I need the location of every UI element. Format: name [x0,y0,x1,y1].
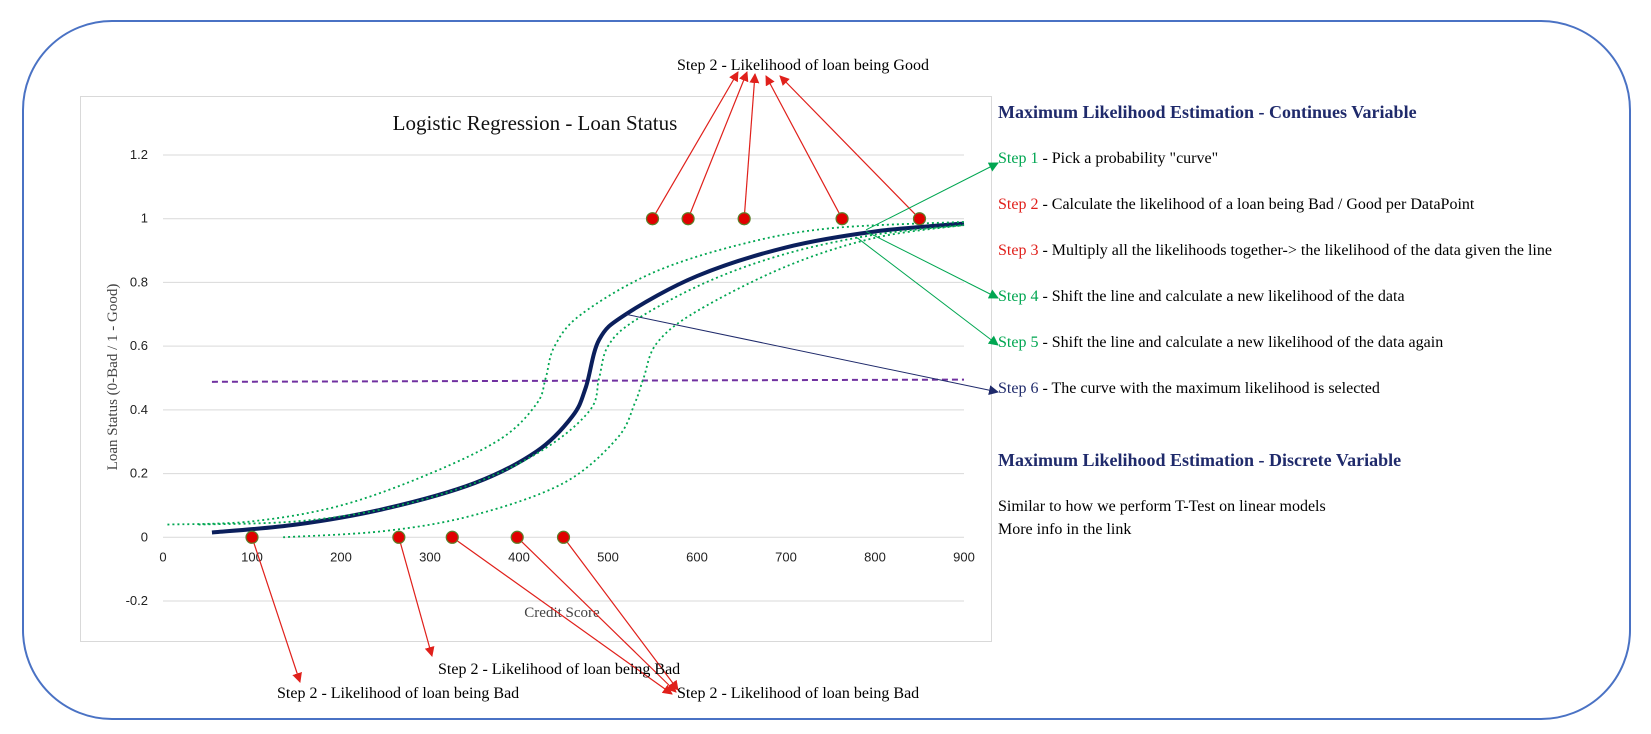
arrow-good-2 [743,73,760,219]
step-5-num: Step 5 [998,334,1039,351]
x-tick-2: 200 [330,549,352,564]
arrow-bad-0 [251,537,302,683]
y-axis-label: Loan Status (0-Bad / 1 - Good) [105,284,121,471]
threshold-line [211,378,965,383]
shifted-curve-3 [283,224,965,539]
point-good-2 [737,212,751,226]
step-3-text: - Multiply all the likelihoods together-… [1038,242,1552,259]
arrow-bad-4 [563,536,679,691]
step-3-num: Step 3 [998,242,1039,259]
step-5-text: - Shift the line and calculate a new lik… [1038,334,1444,351]
arrow-bad-1 [398,537,435,657]
arrow-step-4 [865,231,999,299]
chart-title: Logistic Regression - Loan Status [393,111,678,135]
callout-bad-2: Step 2 - Likelihood of loan being Bad [277,685,519,702]
x-tick-8: 800 [864,549,886,564]
y-tick-2: 0.2 [130,466,148,481]
step-6-text: - The curve with the maximum likelihood … [1038,380,1380,397]
x-tick-9: 900 [953,549,975,564]
step-5: Step 5 - Shift the line and calculate a … [998,334,1443,352]
y-tick-0: -0.2 [126,593,148,608]
curves [167,221,965,539]
heading-continuous: Maximum Likelihood Estimation - Continue… [998,102,1417,122]
point-good-3 [835,212,849,226]
y-tick-4: 0.6 [130,338,148,353]
arrow-good-3 [765,75,843,219]
y-tick-1: 0 [141,529,148,544]
threshold-line-group [211,378,965,383]
point-bad-1 [392,530,406,544]
y-tick-7: 1.2 [130,147,148,162]
x-tick-7: 700 [775,549,797,564]
arrow-step-1 [865,162,999,231]
heading-discrete: Maximum Likelihood Estimation - Discrete… [998,450,1402,470]
rounded-frame [22,20,1631,720]
point-good-4 [912,212,927,226]
shifted-curve-2 [198,224,965,526]
callout-good: Step 2 - Likelihood of loan being Good [677,57,929,74]
y-tick-5: 0.8 [130,274,148,289]
step-4: Step 4 - Shift the line and calculate a … [998,288,1405,306]
step-6-num: Step 6 [998,380,1039,397]
point-bad-4 [556,530,571,544]
x-tick-labels: 0 100 200 300 400 500 600 700 800 900 [159,549,974,564]
step-1-text: - Pick a probability "curve" [1038,150,1219,167]
arrow-good-1 [687,71,749,219]
point-bad-0 [245,530,259,544]
callout-bad-1: Step 2 - Likelihood of loan being Bad [438,661,680,678]
point-bad-2 [445,530,459,544]
step-6: Step 6 - The curve with the maximum like… [998,380,1380,398]
x-tick-0: 0 [159,549,166,564]
arrow-step-5 [856,237,999,346]
step-4-num: Step 4 [998,288,1039,305]
step-1: Step 1 - Pick a probability "curve" [998,150,1218,168]
x-tick-5: 500 [597,549,619,564]
step-2: Step 2 - Calculate the likelihood of a l… [998,196,1474,214]
step-1-num: Step 1 [998,150,1039,167]
data-points [245,212,927,544]
step-2-text: - Calculate the likelihood of a loan bei… [1038,196,1475,213]
arrow-bad-3 [516,536,677,693]
shifted-curve-1 [167,221,965,526]
arrow-good-4 [779,75,920,220]
step-3: Step 3 - Multiply all the likelihoods to… [998,242,1552,260]
x-tick-4: 400 [508,549,530,564]
arrows [251,71,999,695]
point-good-1 [681,212,695,226]
step-2-num: Step 2 [998,196,1039,213]
x-tick-6: 600 [686,549,708,564]
point-good-0 [645,212,660,226]
logistic-curve [211,221,965,535]
y-tick-labels: -0.2 0 0.2 0.4 0.6 0.8 1 1.2 [126,147,148,608]
y-tick-3: 0.4 [130,402,148,417]
x-axis-label: Credit Score [524,605,600,621]
arrow-bad-2 [451,536,673,695]
arrow-step-6 [625,313,999,396]
note-link: More info in the link [998,521,1132,538]
callout-bad-3: Step 2 - Likelihood of loan being Bad [677,685,919,702]
arrow-good-0 [651,71,739,220]
y-tick-6: 1 [141,211,148,226]
point-bad-3 [510,530,524,544]
x-tick-3: 300 [419,549,441,564]
chart-area [80,96,992,642]
note-ttest: Similar to how we perform T-Test on line… [998,498,1326,515]
step-4-text: - Shift the line and calculate a new lik… [1038,288,1405,305]
